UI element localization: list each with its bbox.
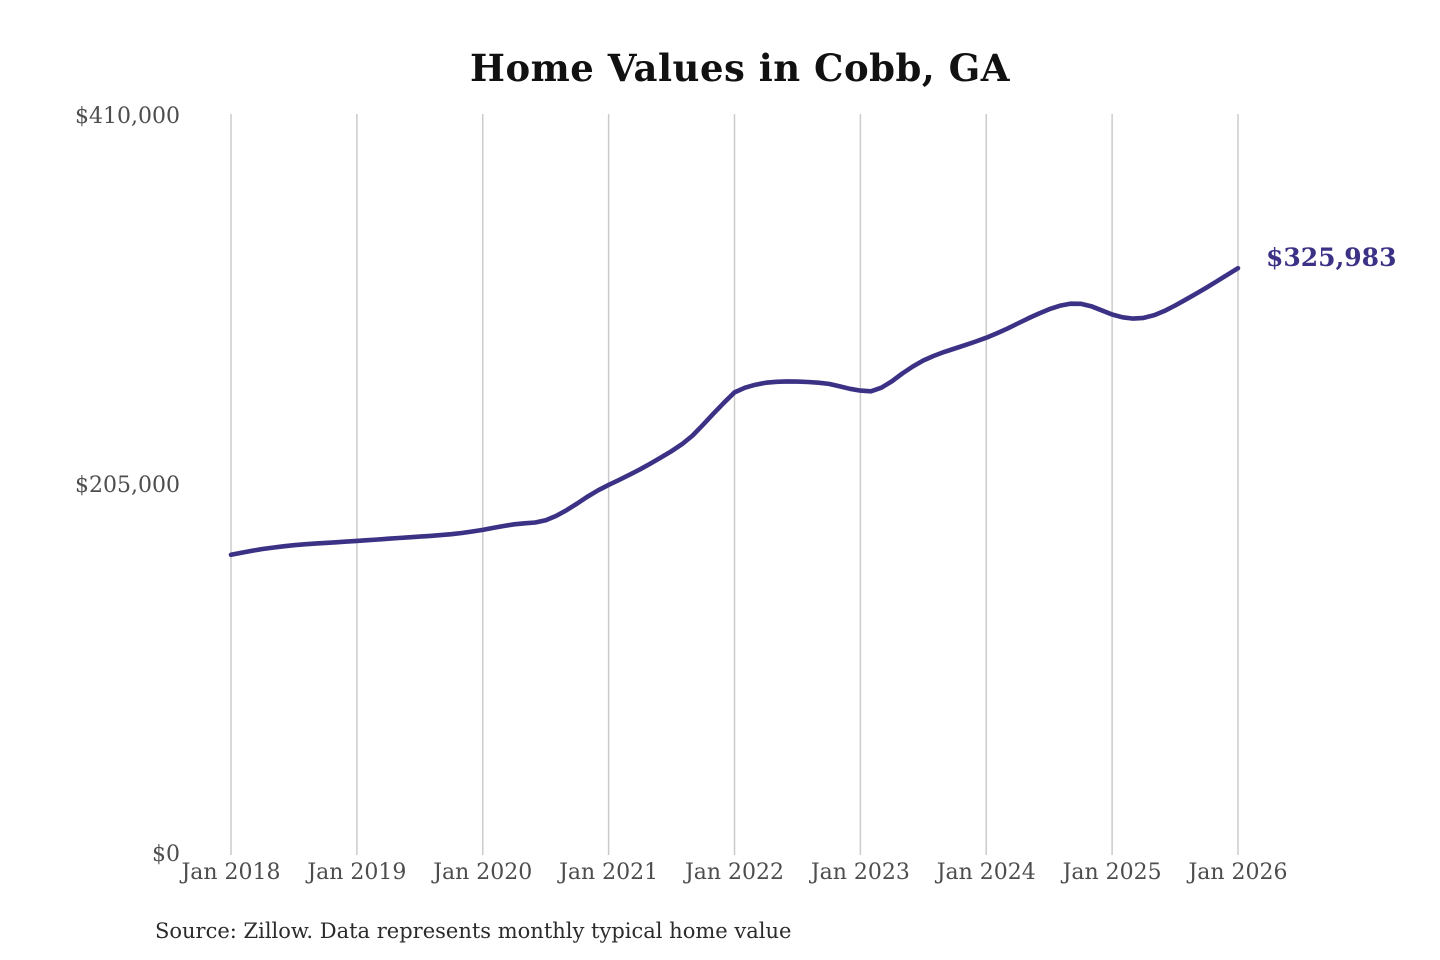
y-tick-label: $205,000 [75, 473, 180, 498]
x-tick-label: Jan 2026 [1188, 860, 1288, 885]
x-tick-label: Jan 2018 [181, 860, 281, 885]
y-tick-label: $0 [152, 842, 180, 867]
x-tick-label: Jan 2021 [559, 860, 659, 885]
x-tick-label: Jan 2025 [1062, 860, 1162, 885]
x-tick-label: Jan 2022 [684, 860, 785, 885]
source-note: Source: Zillow. Data represents monthly … [155, 919, 792, 943]
x-tick-label: Jan 2020 [433, 860, 533, 885]
chart-title: Home Values in Cobb, GA [470, 46, 1010, 90]
x-tick-label: Jan 2023 [810, 860, 910, 885]
y-tick-label: $410,000 [75, 104, 180, 129]
x-tick-label: Jan 2024 [936, 860, 1036, 885]
end-value-label: $325,983 [1266, 243, 1397, 273]
home-value-line [228, 265, 1241, 558]
x-tick-label: Jan 2019 [307, 860, 407, 885]
